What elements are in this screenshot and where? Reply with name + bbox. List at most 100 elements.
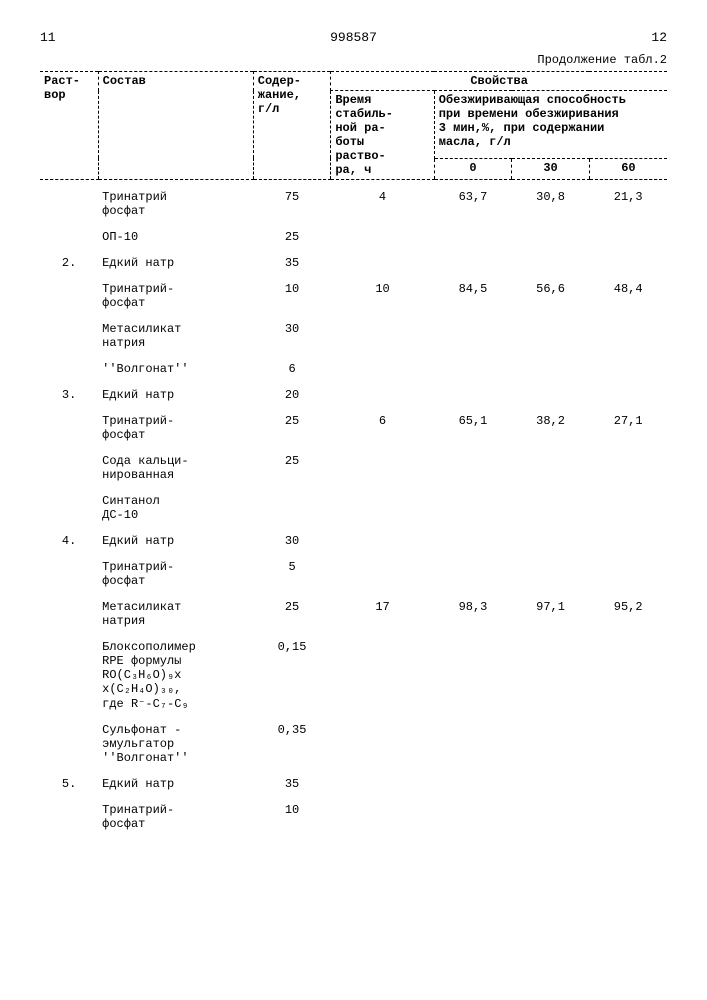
cell-vremya: 17 (331, 590, 434, 630)
cell-sostav: ОП-10 (98, 220, 253, 246)
cell-sostav: Сода кальци- нированная (98, 444, 253, 484)
cell-v30 (512, 246, 590, 272)
cell-vremya (331, 550, 434, 590)
cell-vremya (331, 378, 434, 404)
cell-vremya: 4 (331, 180, 434, 221)
cell-sostav: Тринатрий- фосфат (98, 550, 253, 590)
cell-v60: 21,3 (589, 180, 667, 221)
cell-v0 (434, 484, 512, 524)
cell-v0 (434, 220, 512, 246)
col-svoystva: Свойства (331, 72, 667, 91)
col-60: 60 (589, 158, 667, 179)
cell-v30 (512, 444, 590, 484)
cell-v30 (512, 793, 590, 833)
cell-sostav: Едкий натр (98, 767, 253, 793)
cell-v60 (589, 378, 667, 404)
cell-v30 (512, 550, 590, 590)
table-row: ''Волгонат''6 (40, 352, 667, 378)
cell-v0 (434, 378, 512, 404)
document-number: 998587 (330, 30, 377, 45)
cell-v0 (434, 793, 512, 833)
cell-v60 (589, 444, 667, 484)
cell-vremya (331, 312, 434, 352)
cell-sostav: Едкий натр (98, 524, 253, 550)
table-row: Тринатрий- фосфат101084,556,648,4 (40, 272, 667, 312)
page-number-left: 11 (40, 30, 56, 45)
cell-rastvor (40, 484, 98, 524)
cell-v60: 95,2 (589, 590, 667, 630)
col-30: 30 (512, 158, 590, 179)
cell-vremya: 6 (331, 404, 434, 444)
table-row: Метасиликат натрия251798,397,195,2 (40, 590, 667, 630)
table-row: Тринатрий- фосфат10 (40, 793, 667, 833)
cell-v30 (512, 524, 590, 550)
page-header: 11 998587 12 (40, 30, 667, 45)
table-row: Тринатрий фосфат75463,730,821,3 (40, 180, 667, 221)
cell-rastvor (40, 272, 98, 312)
cell-v30 (512, 484, 590, 524)
cell-vremya (331, 484, 434, 524)
cell-vremya (331, 246, 434, 272)
cell-v60 (589, 220, 667, 246)
cell-rastvor: 2. (40, 246, 98, 272)
cell-sostav: Синтанол ДС-10 (98, 484, 253, 524)
cell-v0 (434, 524, 512, 550)
table-row: Метасиликат натрия30 (40, 312, 667, 352)
cell-sostav: Тринатрий- фосфат (98, 793, 253, 833)
cell-rastvor: 5. (40, 767, 98, 793)
cell-rastvor (40, 220, 98, 246)
cell-rastvor (40, 180, 98, 221)
cell-v60 (589, 793, 667, 833)
cell-sostav: ''Волгонат'' (98, 352, 253, 378)
cell-v30: 30,8 (512, 180, 590, 221)
cell-v0 (434, 246, 512, 272)
table-row: Синтанол ДС-10 (40, 484, 667, 524)
cell-vremya (331, 713, 434, 767)
cell-v0: 84,5 (434, 272, 512, 312)
cell-rastvor (40, 444, 98, 484)
cell-soderzh: 30 (253, 524, 331, 550)
cell-rastvor (40, 352, 98, 378)
cell-v60: 27,1 (589, 404, 667, 444)
cell-v0: 63,7 (434, 180, 512, 221)
cell-v0 (434, 312, 512, 352)
cell-sostav: Метасиликат натрия (98, 590, 253, 630)
table-body: Тринатрий фосфат75463,730,821,3ОП-10252.… (40, 180, 667, 834)
cell-v30 (512, 378, 590, 404)
cell-rastvor (40, 630, 98, 713)
cell-v60 (589, 352, 667, 378)
cell-rastvor (40, 713, 98, 767)
cell-soderzh: 35 (253, 767, 331, 793)
col-0: 0 (434, 158, 512, 179)
cell-v0 (434, 630, 512, 713)
cell-sostav: Едкий натр (98, 246, 253, 272)
cell-soderzh: 75 (253, 180, 331, 221)
cell-rastvor (40, 312, 98, 352)
cell-sostav: Тринатрий- фосфат (98, 404, 253, 444)
cell-v30: 56,6 (512, 272, 590, 312)
cell-v60 (589, 630, 667, 713)
cell-soderzh: 0,35 (253, 713, 331, 767)
col-sostav: Состав (98, 72, 253, 180)
cell-rastvor (40, 550, 98, 590)
cell-v30 (512, 713, 590, 767)
cell-v60 (589, 550, 667, 590)
cell-soderzh: 10 (253, 793, 331, 833)
cell-sostav: Блоксополимер RPE формулы RO(C₃H₆O)₉x x(… (98, 630, 253, 713)
cell-soderzh: 25 (253, 220, 331, 246)
table-row: 5.Едкий натр35 (40, 767, 667, 793)
table-row: Блоксополимер RPE формулы RO(C₃H₆O)₉x x(… (40, 630, 667, 713)
cell-rastvor: 4. (40, 524, 98, 550)
cell-soderzh: 10 (253, 272, 331, 312)
cell-v30 (512, 352, 590, 378)
table-row: 3.Едкий натр20 (40, 378, 667, 404)
cell-vremya (331, 630, 434, 713)
cell-soderzh: 25 (253, 404, 331, 444)
cell-v0 (434, 713, 512, 767)
cell-vremya: 10 (331, 272, 434, 312)
cell-sostav: Сульфонат - эмульгатор ''Волгонат'' (98, 713, 253, 767)
cell-v30: 97,1 (512, 590, 590, 630)
col-vremya: Время стабиль- ной ра- боты раство- ра, … (331, 91, 434, 180)
cell-rastvor: 3. (40, 378, 98, 404)
cell-sostav: Едкий натр (98, 378, 253, 404)
